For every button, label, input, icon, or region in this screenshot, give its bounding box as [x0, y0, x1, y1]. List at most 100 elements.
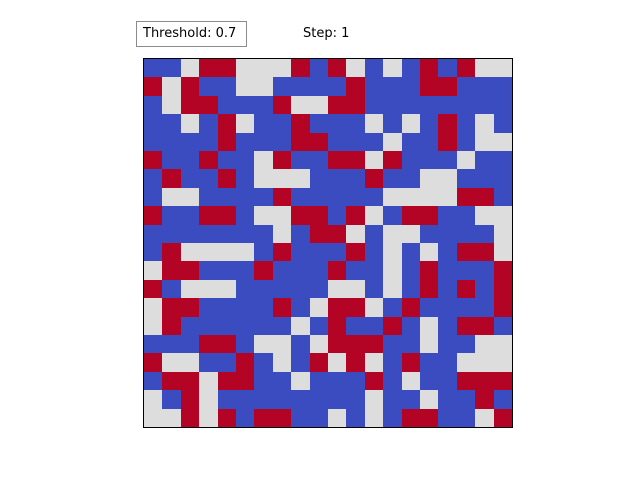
grid-cell: [291, 353, 310, 372]
grid-cell: [456, 371, 476, 391]
grid-cell: [291, 59, 310, 78]
grid-cell: [419, 206, 439, 225]
grid-cell: [291, 169, 310, 188]
simulation-grid-frame: [143, 58, 513, 428]
grid-cell: [346, 334, 365, 354]
grid-cell: [162, 77, 181, 96]
grid-cell: [235, 95, 255, 115]
grid-cell: [254, 59, 273, 78]
grid-cell: [475, 114, 494, 133]
threshold-textbox[interactable]: Threshold: 0.7: [136, 21, 247, 47]
grid-cell: [364, 77, 384, 96]
grid-cell: [144, 242, 163, 262]
grid-cell: [401, 169, 420, 188]
grid-cell: [217, 224, 236, 243]
grid-cell: [401, 59, 420, 78]
grid-cell: [401, 206, 420, 225]
grid-cell: [254, 298, 273, 317]
grid-cell: [162, 353, 181, 372]
grid-cell: [291, 242, 310, 262]
grid-cell: [309, 187, 328, 207]
grid-cell: [217, 390, 236, 409]
grid-cell: [346, 279, 365, 299]
step-label: Step: 1: [303, 26, 350, 41]
grid-cell: [383, 298, 402, 317]
grid-cell: [493, 169, 512, 188]
grid-cell: [419, 298, 439, 317]
grid-cell: [272, 59, 292, 78]
grid-cell: [180, 59, 200, 78]
grid-cell: [383, 408, 402, 427]
grid-cell: [438, 279, 457, 299]
grid-cell: [217, 279, 236, 299]
grid-cell: [162, 187, 181, 207]
grid-cell: [438, 95, 457, 115]
grid-cell: [217, 298, 236, 317]
grid-cell: [272, 316, 292, 335]
grid-cell: [254, 261, 273, 280]
grid-cell: [162, 95, 181, 115]
grid-cell: [144, 169, 163, 188]
grid-cell: [162, 316, 181, 335]
grid-cell: [346, 95, 365, 115]
grid-cell: [493, 316, 512, 335]
grid-cell: [346, 187, 365, 207]
grid-cell: [364, 224, 384, 243]
grid-cell: [327, 390, 347, 409]
grid-cell: [364, 353, 384, 372]
grid-cell: [346, 298, 365, 317]
grid-cell: [493, 279, 512, 299]
grid-cell: [217, 353, 236, 372]
grid-cell: [254, 334, 273, 354]
grid-cell: [383, 132, 402, 151]
grid-cell: [364, 114, 384, 133]
grid-cell: [327, 132, 347, 151]
grid-cell: [419, 261, 439, 280]
grid-cell: [309, 95, 328, 115]
grid-cell: [162, 390, 181, 409]
grid-cell: [493, 408, 512, 427]
grid-cell: [346, 390, 365, 409]
grid-cell: [144, 316, 163, 335]
grid-cell: [162, 279, 181, 299]
grid-cell: [272, 187, 292, 207]
grid-cell: [419, 132, 439, 151]
grid-cell: [199, 77, 218, 96]
grid-cell: [254, 224, 273, 243]
grid-cell: [401, 298, 420, 317]
grid-cell: [401, 132, 420, 151]
grid-cell: [180, 224, 200, 243]
grid-cell: [162, 59, 181, 78]
grid-cell: [401, 95, 420, 115]
grid-cell: [456, 316, 476, 335]
grid-cell: [346, 408, 365, 427]
grid-cell: [456, 187, 476, 207]
grid-cell: [327, 279, 347, 299]
grid-cell: [456, 77, 476, 96]
grid-cell: [327, 371, 347, 391]
grid-cell: [180, 114, 200, 133]
grid-cell: [438, 224, 457, 243]
grid-cell: [162, 114, 181, 133]
grid-cell: [291, 114, 310, 133]
grid-cell: [419, 334, 439, 354]
grid-cell: [456, 261, 476, 280]
grid-cell: [419, 224, 439, 243]
grid-cell: [346, 353, 365, 372]
grid-cell: [493, 224, 512, 243]
grid-cell: [180, 371, 200, 391]
grid-cell: [144, 206, 163, 225]
grid-cell: [327, 95, 347, 115]
grid-cell: [438, 150, 457, 170]
grid-cell: [327, 261, 347, 280]
grid-cell: [475, 169, 494, 188]
grid-cell: [327, 353, 347, 372]
grid-cell: [493, 298, 512, 317]
grid-cell: [199, 279, 218, 299]
grid-cell: [364, 59, 384, 78]
grid-cell: [309, 371, 328, 391]
grid-cell: [254, 169, 273, 188]
grid-cell: [291, 279, 310, 299]
grid-cell: [254, 150, 273, 170]
grid-cell: [456, 408, 476, 427]
